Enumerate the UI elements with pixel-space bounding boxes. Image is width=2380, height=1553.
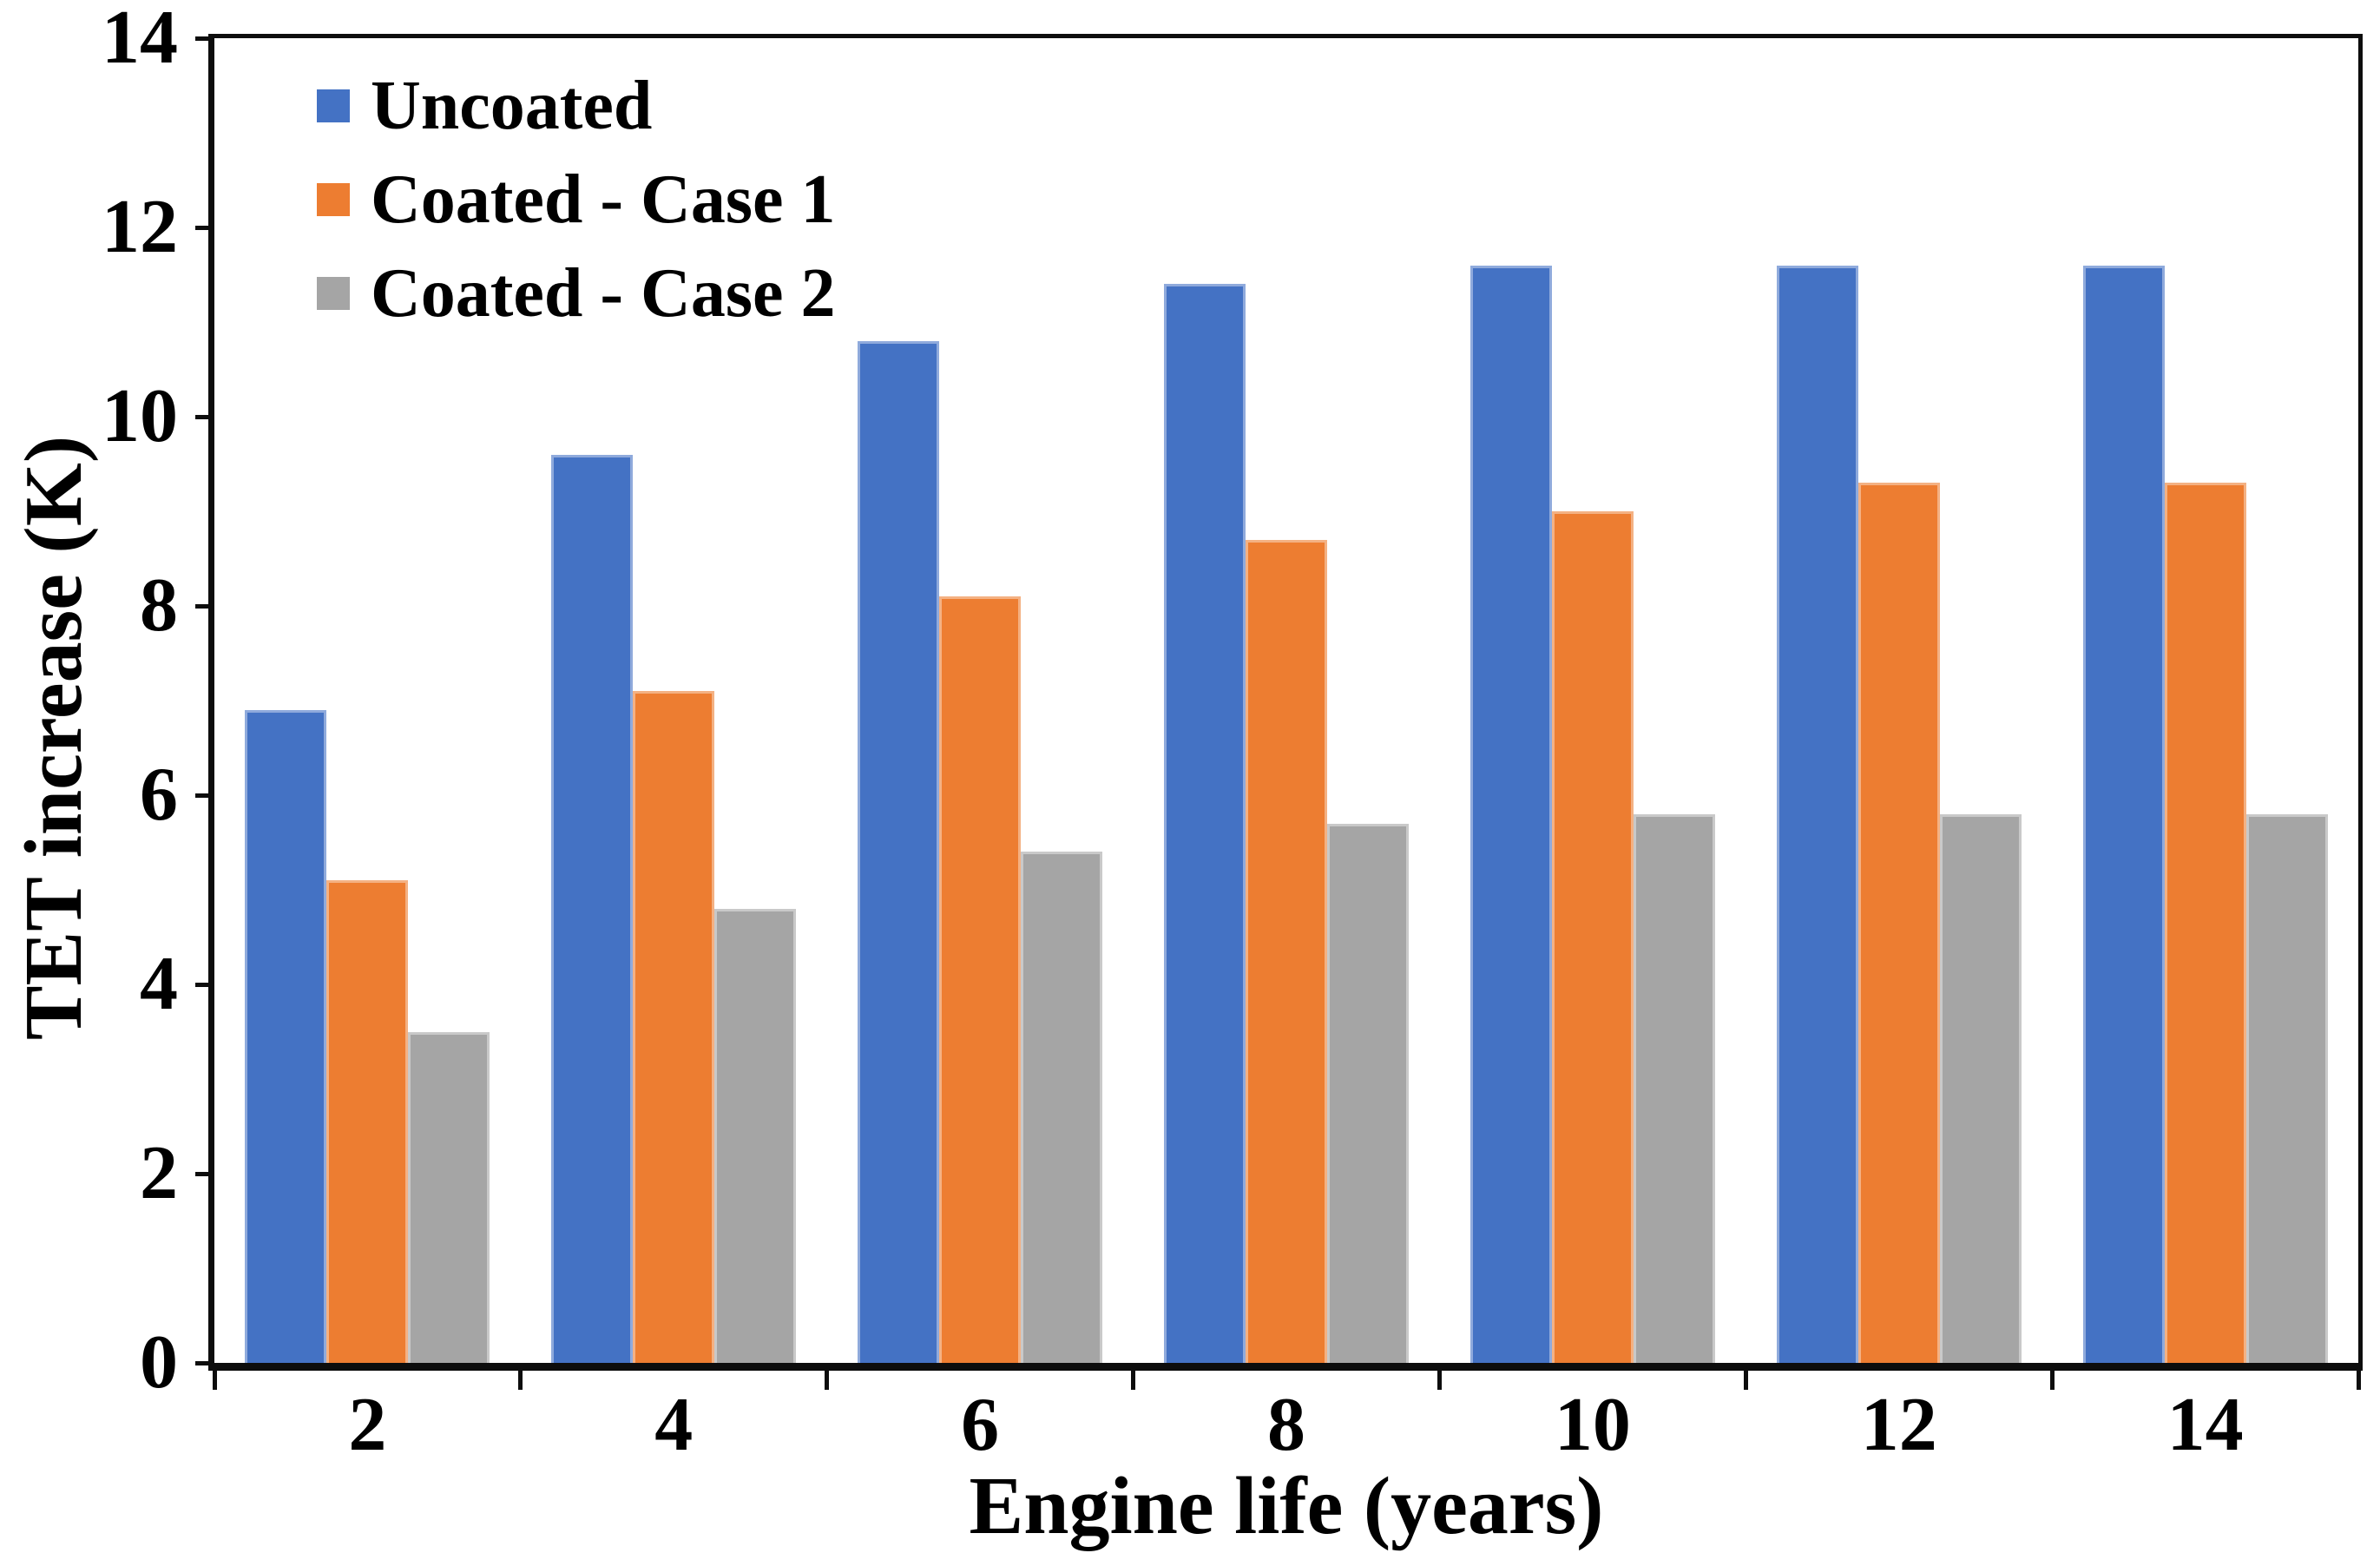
legend-row: Coated - Case 1 [317,165,835,234]
y-axis-title: TET increase (K) [9,435,99,1041]
legend-swatch-coated-case-2 [317,277,350,310]
bar-uncoated [858,340,940,1363]
x-tick-label-6: 6 [961,1383,1000,1467]
x-tick-label-4: 4 [654,1383,694,1467]
bar-coated-case-1 [633,691,715,1363]
y-axis-tick [195,36,214,41]
x-tick-label-10: 10 [1554,1383,1631,1467]
bar-group-10 [1439,38,1746,1363]
x-tick-label-14: 14 [2166,1383,2244,1467]
bar-coated-case-1 [1551,511,1634,1363]
y-axis-tick [195,982,214,987]
legend-label: Uncoated [371,68,653,144]
y-axis-tick [195,225,214,230]
bar-group-4 [521,38,827,1363]
y-axis-tick [195,603,214,609]
bar-uncoated [1776,265,1858,1363]
y-tick-label-2: 2 [140,1131,178,1215]
y-tick-label-6: 6 [140,753,178,837]
plot-area: Uncoated Coated - Case 1 Coated - Case 2 [208,34,2363,1371]
bar-coated-case-2 [1021,852,1103,1363]
x-axis-tick [2356,1371,2361,1390]
bar-uncoated [1164,284,1246,1363]
y-tick-label-10: 10 [102,374,178,458]
bar-coated-case-2 [1327,823,1409,1363]
x-tick-label-12: 12 [1860,1383,1937,1467]
legend-row: Uncoated [317,71,835,141]
x-axis-title: Engine life (years) [969,1461,1604,1551]
bar-uncoated [2082,265,2165,1363]
bar-coated-case-1 [2164,483,2246,1363]
y-axis-tick [195,1360,214,1365]
bar-coated-case-1 [326,880,409,1363]
bar-coated-case-2 [408,1031,490,1363]
bar-group-2 [214,38,521,1363]
legend-swatch-coated-case-1 [317,183,350,216]
bar-coated-case-2 [1633,813,1715,1363]
legend-label: Coated - Case 1 [371,161,836,238]
legend: Uncoated Coated - Case 1 Coated - Case 2 [317,71,835,328]
bar-group-8 [1134,38,1440,1363]
bar-coated-case-1 [1857,483,1940,1363]
x-axis-tick [212,1371,217,1390]
y-tick-label-8: 8 [140,563,178,648]
y-tick-label-12: 12 [102,185,178,269]
x-axis-tick [1743,1371,1748,1390]
x-axis-tick [1131,1371,1136,1390]
y-axis-tick [195,414,214,419]
bar-uncoated [551,454,634,1363]
bars-container [214,38,2358,1363]
bar-uncoated [1469,265,1552,1363]
legend-swatch-uncoated [317,89,350,122]
legend-label: Coated - Case 2 [371,255,836,332]
bar-coated-case-1 [939,596,1022,1363]
bar-coated-case-2 [2245,813,2328,1363]
y-tick-label-4: 4 [140,942,178,1026]
x-tick-label-8: 8 [1267,1383,1305,1467]
legend-row: Coated - Case 2 [317,259,835,328]
bar-coated-case-2 [1939,813,2022,1363]
x-axis-tick [2049,1371,2055,1390]
bar-group-14 [2052,38,2358,1363]
bar-coated-case-1 [1246,539,1327,1363]
bar-uncoated [245,709,327,1363]
y-tick-label-0: 0 [140,1320,178,1405]
x-tick-label-2: 2 [348,1383,387,1467]
bar-coated-case-2 [714,908,797,1363]
x-axis-tick [518,1371,523,1390]
bar-group-6 [827,38,1134,1363]
y-axis-tick [195,1171,214,1176]
y-tick-label-14: 14 [102,0,178,80]
bar-group-12 [1746,38,2052,1363]
x-axis-tick [825,1371,830,1390]
x-axis-tick [1437,1371,1442,1390]
y-axis-tick [195,793,214,798]
